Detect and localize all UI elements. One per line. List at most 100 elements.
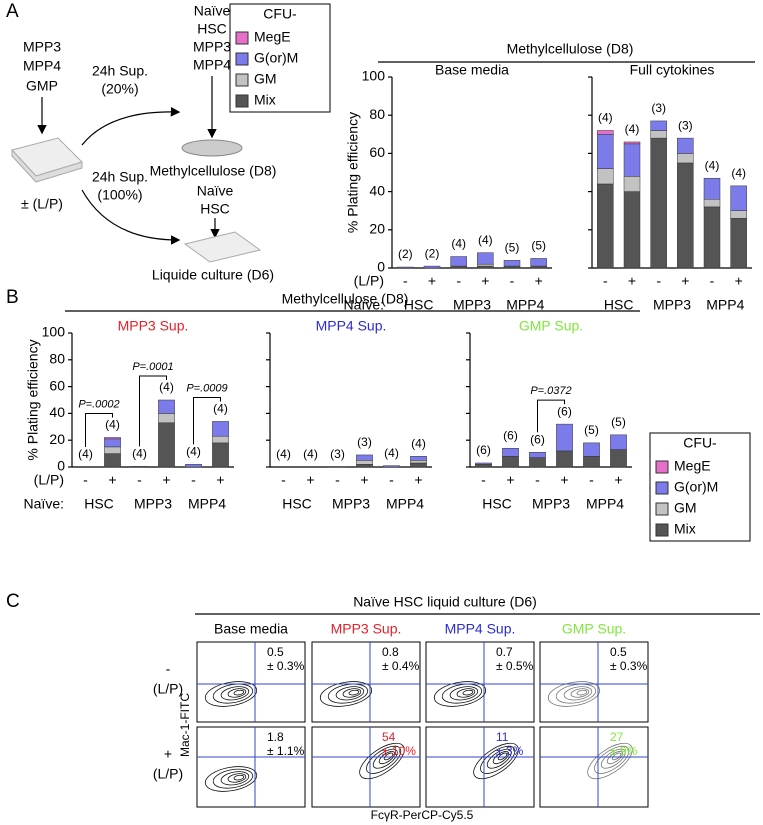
quadrant-value: 54 (382, 730, 396, 744)
x-tick-label: + (360, 472, 368, 488)
x-tick-label: - (403, 273, 408, 289)
y-tick-label: 40 (49, 404, 65, 420)
contour (563, 686, 593, 701)
y-label: % Plating efficiency (25, 339, 41, 460)
contour (383, 752, 394, 761)
x-tick-label: - (656, 273, 661, 289)
chart-title: Full cytokines (630, 62, 715, 78)
group-label: HSC (84, 496, 114, 512)
bar-segment (477, 252, 494, 265)
bar-segment (650, 130, 667, 139)
bracket (537, 399, 565, 433)
bar-segment (650, 120, 667, 131)
bar-segment (410, 462, 427, 468)
n-label: (4) (276, 447, 291, 461)
bar-segment (477, 265, 494, 269)
header: Naïve HSC liquid culture (D6) (353, 594, 537, 610)
bar-segment (597, 134, 614, 169)
x-tick-label: + (428, 273, 436, 289)
n-label: (2) (425, 246, 440, 260)
row-label: Naïve: (24, 496, 64, 512)
plot-frame (311, 726, 421, 808)
group-label: HSC (482, 496, 512, 512)
bar-segment (212, 442, 229, 468)
column-title: MPP3 Sup. (331, 621, 402, 637)
bar-segment (356, 464, 373, 468)
x-tick-label: + (108, 472, 116, 488)
contour (462, 689, 474, 696)
group-label: MPP3 (532, 496, 570, 512)
bracket (139, 375, 167, 447)
legend-label: G(or)M (674, 479, 718, 495)
legend-label: Mix (254, 92, 276, 108)
bar-segment (650, 137, 667, 269)
contour (456, 688, 476, 698)
bar-segment (597, 130, 614, 135)
quadrant-value: ± 10% (382, 744, 416, 758)
target: HSC (197, 21, 227, 37)
bar-segment (530, 265, 547, 269)
n-label: (4) (731, 166, 746, 180)
n-label: (4) (78, 447, 93, 461)
bar-segment (397, 266, 414, 269)
contour (227, 773, 247, 783)
bar-segment (212, 435, 229, 444)
bar-segment (383, 465, 400, 468)
bar-segment (131, 466, 148, 468)
quadrant-value: ± 0.3% (610, 659, 648, 673)
legend-label: GM (254, 71, 277, 87)
target: MPP4 (193, 57, 231, 73)
x-tick-label: - (710, 273, 715, 289)
bar-segment (703, 206, 721, 269)
bar-segment (356, 460, 373, 465)
x-tick-label: + (560, 472, 568, 488)
dish (181, 139, 243, 157)
bar-segment (503, 265, 521, 269)
group-label: MPP4 (506, 297, 544, 313)
quadrant-value: ± 3% (496, 744, 524, 758)
x-tick-label: + (735, 273, 743, 289)
panel-label: B (6, 287, 19, 308)
quadrant-value: ± 1.1% (267, 744, 305, 758)
treatment: ± (L/P) (21, 196, 63, 212)
bar-segment (104, 453, 121, 468)
bar-segment (450, 265, 467, 269)
plot-frame (539, 641, 649, 723)
group-label: MPP4 (586, 496, 624, 512)
caption: Methylcellulose (D8) (150, 163, 277, 179)
header: Methylcellulose (D8) (282, 291, 409, 307)
legend-swatch (235, 52, 249, 66)
n-label: (4) (705, 158, 720, 172)
legend-swatch (235, 31, 249, 45)
group-label: HSC (404, 297, 434, 313)
bar-segment (610, 434, 627, 450)
bar-segment (556, 423, 573, 452)
group-label: HSC (604, 297, 634, 313)
bar-segment (356, 454, 373, 461)
n-label: (2) (398, 247, 413, 261)
quadrant-value: 0.5 (610, 645, 627, 659)
bar-segment (529, 452, 546, 458)
contour (366, 745, 402, 774)
y-tick-label: 80 (49, 351, 65, 367)
n-label: (3) (330, 447, 345, 461)
y-tick-label: 40 (369, 182, 385, 198)
contour (486, 748, 512, 769)
p-value: P=.0001 (132, 361, 173, 373)
arrow-label: 24h Sup. (92, 63, 148, 79)
header: Methylcellulose (D8) (507, 41, 634, 57)
legend-box (229, 3, 331, 113)
group-label: MPP3 (134, 496, 172, 512)
contour (449, 686, 479, 701)
y-tick-label: 100 (42, 324, 66, 340)
x-tick-label: + (481, 273, 489, 289)
contour (570, 688, 590, 698)
bar-segment (502, 456, 519, 468)
row-label: (L/P) (153, 681, 183, 697)
n-label: (4) (411, 436, 426, 450)
legend-label: MegE (674, 458, 711, 474)
legend-swatch (655, 502, 669, 516)
n-label: (6) (503, 428, 518, 442)
arrow (81, 189, 181, 245)
contour (220, 686, 250, 701)
